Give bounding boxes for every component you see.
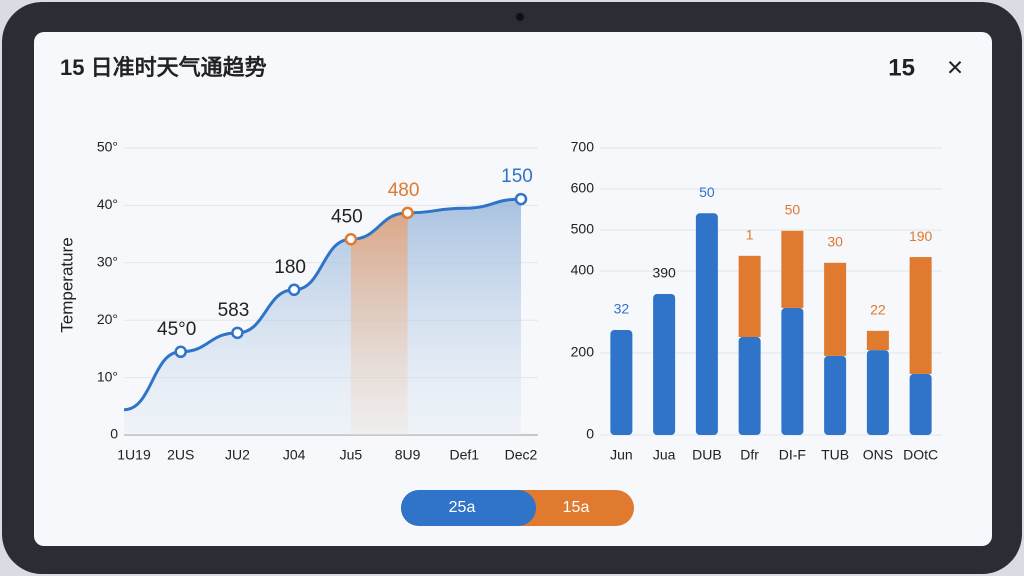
x-tick-label: J04: [283, 447, 306, 463]
bar: [695, 213, 718, 435]
x-tick-label: JU2: [225, 447, 250, 463]
bar: [781, 307, 804, 435]
x-tick-label: Jun: [610, 447, 633, 463]
y-tick-label: 600: [571, 180, 595, 196]
y-tick-label: 0: [110, 426, 118, 442]
bar: [909, 373, 932, 435]
marker: [231, 326, 244, 340]
title: 15 日准时天气通趋势: [60, 55, 267, 80]
y-axis-label: Temperature: [57, 237, 76, 332]
bar: [824, 355, 847, 435]
bar-label: 32: [614, 301, 630, 317]
bar: [610, 330, 633, 435]
point-label: 45°0: [157, 319, 196, 340]
point-label: 180: [274, 257, 306, 278]
y-tick-label: 700: [571, 139, 595, 155]
toggle-left[interactable]: [401, 490, 536, 526]
bar-label: 50: [785, 202, 801, 218]
bar: [781, 230, 804, 308]
marker: [514, 192, 528, 206]
x-tick-label: Dec2: [505, 447, 538, 463]
highlight-area: [350, 212, 408, 435]
marker: [174, 345, 187, 359]
bar: [866, 330, 889, 351]
y-tick-label: 500: [571, 221, 595, 237]
toggle-right-label: 15a: [563, 499, 590, 516]
x-tick-label: DOtC: [903, 447, 938, 463]
y-tick-label: 0: [586, 426, 594, 442]
bar: [653, 293, 676, 435]
bar: [738, 337, 761, 435]
point-label: 150: [501, 166, 533, 187]
bar-label: 190: [909, 228, 933, 244]
x-tick-label: 1U19: [117, 447, 151, 463]
bar-label: 390: [652, 265, 676, 281]
x-tick-label: 8U9: [395, 447, 421, 463]
camera: [516, 13, 524, 21]
bar: [738, 255, 761, 338]
y-tick-label: 40°: [97, 196, 118, 212]
marker: [287, 283, 301, 297]
marker: [401, 206, 414, 220]
x-tick-label: DI-F: [779, 447, 806, 463]
x-tick-label: TUB: [821, 447, 849, 463]
x-tick-label: ONS: [863, 447, 893, 463]
y-tick-label: 20°: [97, 311, 118, 327]
bar: [866, 350, 889, 435]
close-button[interactable]: ×: [947, 51, 963, 82]
bar-label: 1: [746, 227, 754, 243]
y-tick-label: 50°: [97, 139, 118, 155]
x-tick-label: Def1: [449, 447, 479, 463]
y-tick-label: 30°: [97, 254, 118, 270]
point-label: 480: [388, 180, 420, 201]
bar: [909, 257, 932, 374]
marker: [344, 233, 358, 246]
count: 15: [888, 54, 915, 81]
y-tick-label: 200: [571, 344, 595, 360]
point-label: 583: [218, 300, 250, 321]
x-tick-label: DUB: [692, 447, 722, 463]
point-label: 450: [331, 206, 363, 227]
y-tick-label: 400: [571, 262, 595, 278]
x-tick-label: Jua: [653, 447, 676, 463]
bar: [824, 262, 847, 356]
bar-label: 30: [827, 234, 843, 250]
area: [124, 199, 521, 435]
y-tick-label: 10°: [97, 368, 118, 384]
x-tick-label: 2US: [167, 447, 194, 463]
x-tick-label: Ju5: [340, 447, 363, 463]
bar-label: 50: [699, 184, 715, 200]
toggle[interactable]: 25a 15a: [401, 490, 634, 526]
bar-label: 22: [870, 302, 886, 318]
x-tick-label: Dfr: [740, 447, 759, 463]
toggle-left-label: 25a: [449, 499, 476, 516]
